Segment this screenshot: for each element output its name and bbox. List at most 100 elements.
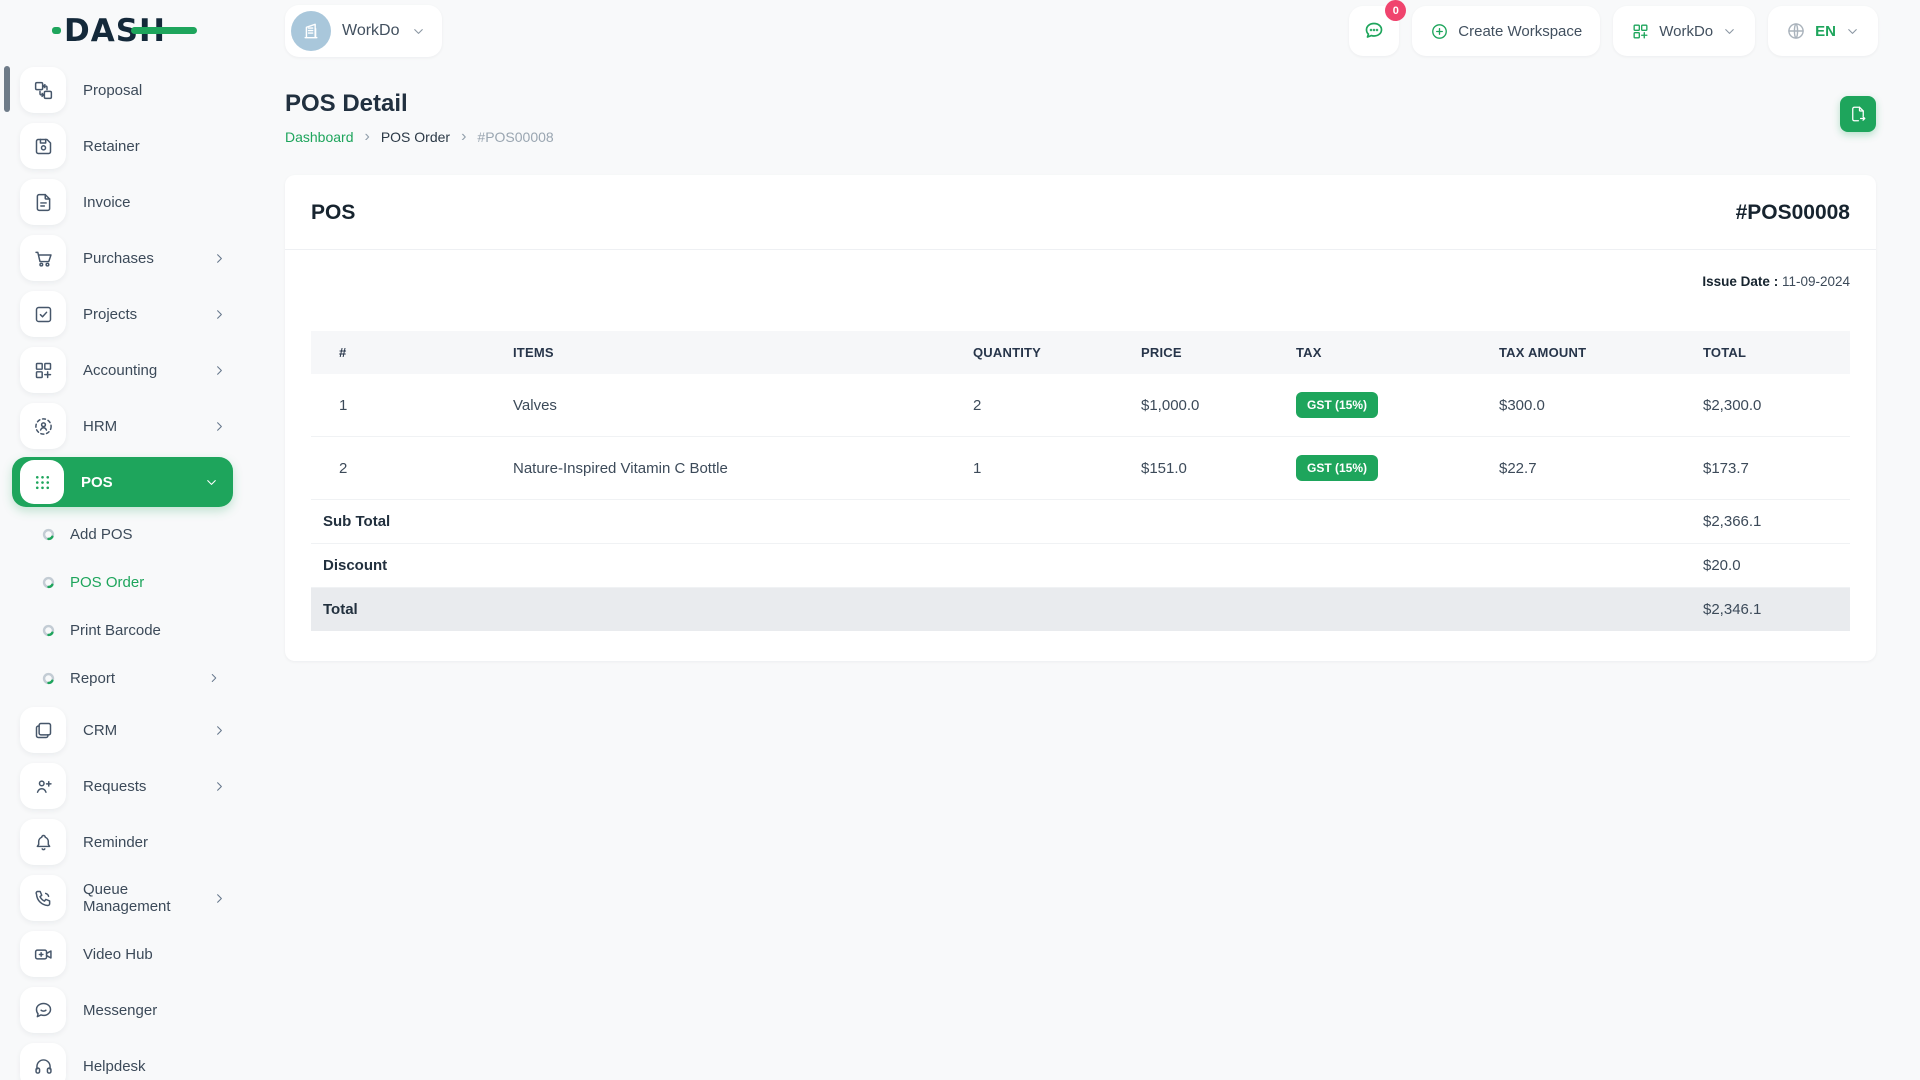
cell-no: 2 xyxy=(311,436,501,500)
chevron-right-icon: › xyxy=(364,128,370,145)
workdo-menu-button[interactable]: WorkDo xyxy=(1613,6,1756,56)
discount-label: Discount xyxy=(311,543,1691,588)
cell-total: $173.7 xyxy=(1691,436,1850,500)
export-pos-button[interactable] xyxy=(1840,96,1876,132)
sidebar-subitem-report[interactable]: Report xyxy=(0,654,245,702)
sidebar-item-purchases[interactable]: Purchases xyxy=(0,230,245,286)
issue-date-label: Issue Date : xyxy=(1702,274,1779,289)
sidebar-item-reminder[interactable]: Reminder xyxy=(0,814,245,870)
chevron-right-icon xyxy=(207,671,221,685)
sidebar-item-accounting[interactable]: Accounting xyxy=(0,342,245,398)
sidebar-item-queue-management[interactable]: Queue Management xyxy=(0,870,245,926)
sidebar-subitem-label: Print Barcode xyxy=(70,621,161,639)
sidebar-item-crm[interactable]: CRM xyxy=(0,702,245,758)
check-square-icon xyxy=(20,291,66,337)
swap-icon xyxy=(20,67,66,113)
topbar-actions: 0 Create Workspace WorkDo EN xyxy=(1349,0,1920,56)
breadcrumb: Dashboard › POS Order › #POS00008 xyxy=(285,128,554,146)
chevron-right-icon xyxy=(212,307,227,322)
col-header-quantity: QUANTITY xyxy=(961,331,1129,374)
sidebar-item-messenger[interactable]: Messenger xyxy=(0,982,245,1038)
sidebar-item-label: Projects xyxy=(83,305,138,323)
col-header-tax: TAX xyxy=(1284,331,1487,374)
sidebar-item-label: Queue Management xyxy=(83,881,171,915)
tax-badge: GST (15%) xyxy=(1296,455,1379,481)
chevron-right-icon: › xyxy=(461,128,467,145)
pos-number: #POS00008 xyxy=(1735,201,1850,224)
sidebar-item-label: Reminder xyxy=(83,833,149,851)
sidebar-item-helpdesk[interactable]: Helpdesk xyxy=(0,1038,245,1080)
building-icon xyxy=(304,23,318,39)
discount-value: $20.0 xyxy=(1691,543,1850,588)
frames-icon xyxy=(20,707,66,753)
circle-bullet-icon xyxy=(42,624,55,637)
table-row: 1 Valves 2 $1,000.0 GST (15%) $300.0 $2,… xyxy=(311,374,1850,437)
user-plus-icon xyxy=(20,763,66,809)
breadcrumb-dashboard-link[interactable]: Dashboard xyxy=(285,129,354,145)
sidebar-item-label: Retainer xyxy=(83,137,140,155)
chevron-down-icon xyxy=(1845,24,1860,39)
chat-smile-icon xyxy=(20,987,66,1033)
sidebar-subitem-label: Report xyxy=(70,669,116,687)
total-row: Total $2,346.1 xyxy=(311,587,1850,631)
discount-row: Discount $20.0 xyxy=(311,543,1850,588)
notification-badge: 0 xyxy=(1385,0,1407,21)
cart-icon xyxy=(20,235,66,281)
sidebar-item-label: POS xyxy=(81,473,113,491)
chevron-down-icon xyxy=(1722,24,1737,39)
total-label: Total xyxy=(311,587,1691,631)
sidebar: Proposal Retainer Invoice Purchases Proj… xyxy=(0,62,245,1080)
sidebar-item-invoice[interactable]: Invoice xyxy=(0,174,245,230)
col-header-items: ITEMS xyxy=(501,331,961,374)
logo[interactable]: DASH xyxy=(0,13,245,49)
sidebar-subitem-print-barcode[interactable]: Print Barcode xyxy=(0,606,245,654)
grid-plus-icon xyxy=(1631,22,1650,41)
chat-icon xyxy=(1365,22,1383,38)
sidebar-item-requests[interactable]: Requests xyxy=(0,758,245,814)
chevron-right-icon xyxy=(212,779,227,794)
logo-dash-accent xyxy=(52,27,61,34)
chevron-right-icon xyxy=(212,419,227,434)
sidebar-subitem-add-pos[interactable]: Add POS xyxy=(0,510,245,558)
sidebar-item-label: Accounting xyxy=(83,361,158,379)
subtotal-label: Sub Total xyxy=(311,499,1691,544)
workspace-selector[interactable]: WorkDo xyxy=(285,5,442,57)
cell-item: Valves xyxy=(501,374,961,437)
total-value: $2,346.1 xyxy=(1691,587,1850,631)
sidebar-item-label: Proposal xyxy=(83,81,143,99)
sidebar-item-retainer[interactable]: Retainer xyxy=(0,118,245,174)
headset-icon xyxy=(20,1043,66,1080)
chevron-right-icon xyxy=(212,891,227,906)
globe-icon xyxy=(1786,21,1806,41)
sidebar-item-label: Video Hub xyxy=(83,945,153,963)
chevron-down-icon xyxy=(411,24,426,39)
sidebar-scrollbar[interactable] xyxy=(4,66,10,112)
language-label: EN xyxy=(1815,22,1836,40)
card-title: POS xyxy=(311,201,356,224)
video-camera-icon xyxy=(20,931,66,977)
sidebar-item-proposal[interactable]: Proposal xyxy=(0,62,245,118)
workspace-avatar xyxy=(291,11,331,51)
language-selector[interactable]: EN xyxy=(1768,6,1878,56)
plus-circle-icon xyxy=(1430,22,1449,41)
create-workspace-button[interactable]: Create Workspace xyxy=(1412,6,1601,56)
sidebar-item-hrm[interactable]: HRM xyxy=(0,398,245,454)
sidebar-item-projects[interactable]: Projects xyxy=(0,286,245,342)
workdo-menu-label: WorkDo xyxy=(1659,22,1714,40)
cell-price: $151.0 xyxy=(1129,436,1284,500)
issue-date-value: 11-09-2024 xyxy=(1778,274,1850,289)
page-title: POS Detail xyxy=(285,90,408,117)
subtotal-row: Sub Total $2,366.1 xyxy=(311,499,1850,544)
sidebar-item-pos[interactable]: POS xyxy=(12,457,233,507)
sidebar-subitem-pos-order[interactable]: POS Order xyxy=(0,558,245,606)
chat-button[interactable]: 0 xyxy=(1349,0,1407,56)
chevron-right-icon xyxy=(212,251,227,266)
circle-bullet-icon xyxy=(42,672,55,685)
col-header-no: # xyxy=(311,331,501,374)
logo-bar-accent xyxy=(131,27,197,34)
grid-dots-icon xyxy=(20,460,64,504)
cell-item: Nature-Inspired Vitamin C Bottle xyxy=(501,436,961,500)
sidebar-item-video-hub[interactable]: Video Hub xyxy=(0,926,245,982)
tax-badge: GST (15%) xyxy=(1296,392,1379,418)
col-header-tax-amount: TAX AMOUNT xyxy=(1487,331,1691,374)
